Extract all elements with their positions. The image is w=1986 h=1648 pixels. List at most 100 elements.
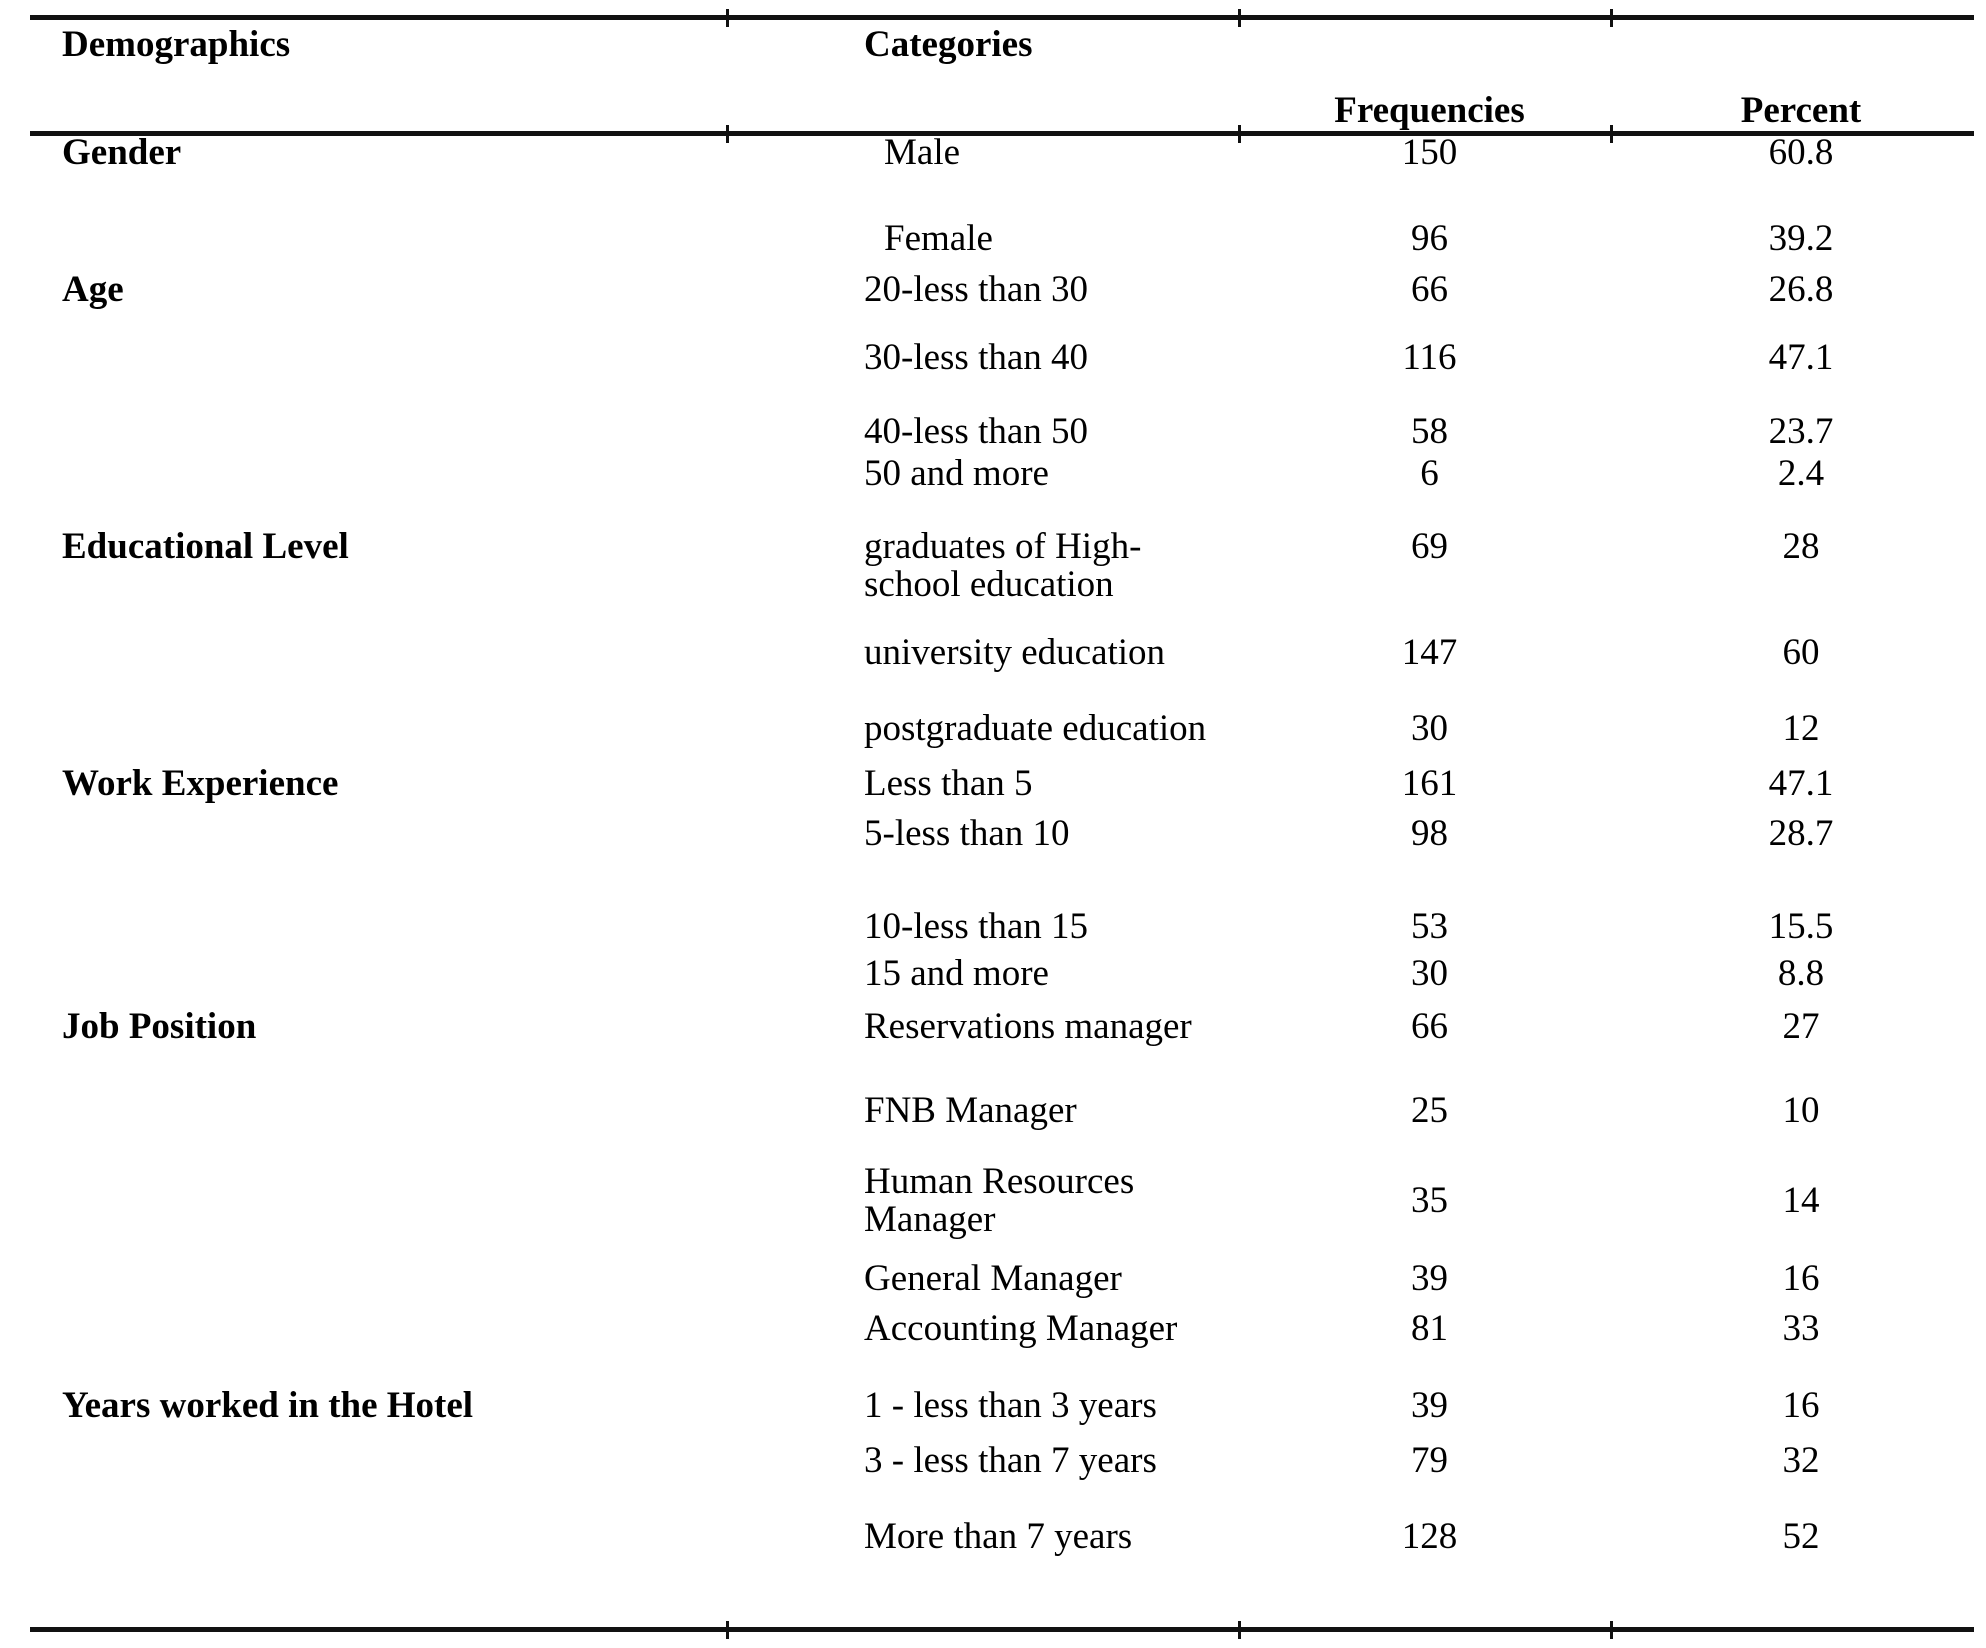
demographic-cell bbox=[0, 455, 864, 493]
demographic-cell bbox=[0, 220, 864, 258]
column-divider-tick bbox=[1610, 9, 1613, 27]
frequency-cell: 25 bbox=[1411, 1090, 1448, 1131]
category-cell: Male bbox=[884, 132, 961, 173]
frequency-cell: 81 bbox=[1411, 1308, 1448, 1349]
category-cell: 20-less than 30 bbox=[864, 269, 1089, 310]
demographic-cell bbox=[0, 1163, 864, 1201]
frequency-cell: 35 bbox=[1411, 1180, 1448, 1221]
percent-cell: 15.5 bbox=[1768, 906, 1834, 947]
table-row: 30-less than 40 116 47.1 bbox=[0, 339, 1986, 377]
subheader-spacer bbox=[864, 92, 1243, 130]
subheader-spacer bbox=[0, 92, 864, 130]
table-top-border bbox=[30, 15, 1974, 20]
frequency-cell: 79 bbox=[1411, 1440, 1448, 1481]
category-cell: university education bbox=[864, 632, 1166, 673]
demographic-cell: Educational Level bbox=[62, 526, 349, 567]
percent-cell: 27 bbox=[1782, 1006, 1820, 1047]
demographic-cell bbox=[0, 1092, 864, 1130]
column-divider-tick bbox=[1238, 1621, 1241, 1639]
frequency-cell: 6 bbox=[1420, 453, 1439, 494]
demographic-cell bbox=[0, 955, 864, 993]
table-row: 10-less than 15 53 15.5 bbox=[0, 908, 1986, 946]
table-bottom-border bbox=[30, 1627, 1974, 1632]
percent-cell: 60 bbox=[1782, 632, 1820, 673]
category-cell: More than 7 years bbox=[864, 1516, 1133, 1557]
table-row: Female 96 39.2 bbox=[0, 220, 1986, 258]
percent-cell: 39.2 bbox=[1768, 218, 1834, 259]
table-row: Job Position Reservations manager 66 27 bbox=[0, 1008, 1986, 1046]
column-divider-tick bbox=[726, 9, 729, 27]
demographic-cell: Age bbox=[62, 269, 124, 310]
percent-cell: 23.7 bbox=[1768, 411, 1834, 452]
table-row: Gender Male 150 60.8 bbox=[0, 134, 1986, 172]
table-row: General Manager 39 16 bbox=[0, 1260, 1986, 1298]
category-cell: 10-less than 15 bbox=[864, 906, 1089, 947]
frequency-cell: 128 bbox=[1401, 1516, 1458, 1557]
percent-cell: 10 bbox=[1782, 1090, 1820, 1131]
demographic-cell bbox=[0, 908, 864, 946]
percent-cell: 14 bbox=[1782, 1180, 1820, 1221]
column-divider-tick bbox=[1610, 1621, 1613, 1639]
table-row: 15 and more 30 8.8 bbox=[0, 955, 1986, 993]
frequency-cell: 39 bbox=[1411, 1385, 1448, 1426]
table-row: Accounting Manager 81 33 bbox=[0, 1310, 1986, 1348]
percent-cell: 47.1 bbox=[1768, 763, 1834, 804]
category-cell: postgraduate education bbox=[864, 708, 1207, 749]
header-categories: Categories bbox=[864, 24, 1033, 65]
category-cell: FNB Manager bbox=[864, 1090, 1077, 1131]
category-cell: 50 and more bbox=[864, 453, 1049, 494]
category-cell: Female bbox=[884, 218, 993, 259]
category-cell: Reservations manager bbox=[864, 1006, 1192, 1047]
frequency-cell: 66 bbox=[1411, 269, 1448, 310]
frequency-cell: 150 bbox=[1401, 132, 1458, 173]
frequency-cell: 30 bbox=[1411, 953, 1448, 994]
percent-cell: 26.8 bbox=[1768, 269, 1834, 310]
frequency-cell: 58 bbox=[1411, 411, 1448, 452]
percent-cell: 2.4 bbox=[1777, 453, 1825, 494]
percent-cell: 28 bbox=[1782, 526, 1820, 567]
demographic-cell bbox=[0, 710, 864, 748]
header-frequencies: Frequencies bbox=[1334, 90, 1525, 131]
percent-cell: 52 bbox=[1782, 1516, 1820, 1557]
table-row: FNB Manager 25 10 bbox=[0, 1092, 1986, 1130]
frequency-cell: 30 bbox=[1411, 708, 1448, 749]
table-row: 50 and more 6 2.4 bbox=[0, 455, 1986, 493]
percent-cell: 8.8 bbox=[1777, 953, 1825, 994]
table-row: 40-less than 50 58 23.7 bbox=[0, 413, 1986, 451]
percent-cell: 32 bbox=[1782, 1440, 1820, 1481]
table-row: Educational Level graduates of High- sch… bbox=[0, 528, 1986, 604]
column-divider-tick bbox=[1238, 9, 1241, 27]
column-divider-tick bbox=[726, 1621, 729, 1639]
demographic-cell: Work Experience bbox=[62, 763, 339, 804]
frequency-cell: 96 bbox=[1411, 218, 1448, 259]
column-divider-tick bbox=[1610, 125, 1613, 143]
frequency-cell: 69 bbox=[1411, 526, 1448, 567]
header-spacer bbox=[1616, 26, 1986, 64]
frequency-cell: 39 bbox=[1411, 1258, 1448, 1299]
demographic-cell bbox=[0, 1260, 864, 1298]
category-cell: 1 - less than 3 years bbox=[864, 1385, 1157, 1426]
table-row: Age 20-less than 30 66 26.8 bbox=[0, 271, 1986, 309]
demographic-cell bbox=[0, 634, 864, 672]
table-row: Human Resources Manager 35 14 bbox=[0, 1163, 1986, 1239]
header-demographics: Demographics bbox=[62, 24, 291, 65]
percent-cell: 28.7 bbox=[1768, 813, 1834, 854]
demographic-cell bbox=[0, 413, 864, 451]
category-cell: graduates of High- school education bbox=[864, 526, 1142, 605]
header-spacer bbox=[1243, 26, 1616, 64]
table-header-row: Demographics Categories bbox=[0, 26, 1986, 64]
frequency-cell: 66 bbox=[1411, 1006, 1448, 1047]
category-cell: Accounting Manager bbox=[864, 1308, 1178, 1349]
table-row: postgraduate education 30 12 bbox=[0, 710, 1986, 748]
frequency-cell: 147 bbox=[1401, 632, 1458, 673]
category-cell: 5-less than 10 bbox=[864, 813, 1070, 854]
table-row: university education 147 60 bbox=[0, 634, 1986, 672]
frequency-cell: 161 bbox=[1401, 763, 1458, 804]
category-cell: Less than 5 bbox=[864, 763, 1033, 804]
demographic-cell bbox=[0, 815, 864, 853]
table-row: More than 7 years 128 52 bbox=[0, 1518, 1986, 1556]
percent-cell: 16 bbox=[1782, 1385, 1820, 1426]
demographic-cell: Job Position bbox=[62, 1006, 257, 1047]
percent-cell: 47.1 bbox=[1768, 337, 1834, 378]
